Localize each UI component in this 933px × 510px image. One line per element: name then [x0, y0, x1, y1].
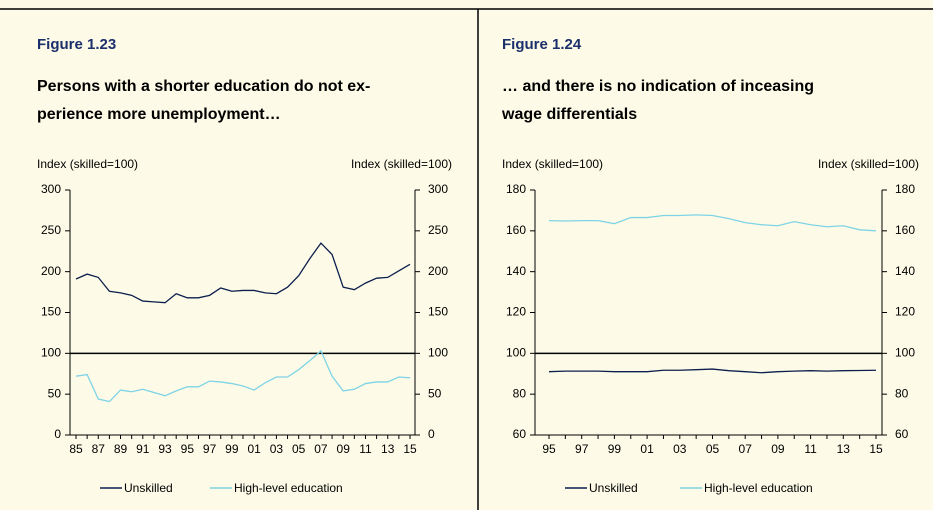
series-line: [548, 368, 877, 374]
x-tick-label: 15: [869, 442, 883, 456]
x-tick-label: 93: [158, 442, 172, 456]
y2-tick-label: 120: [895, 305, 915, 319]
x-tick-label: 91: [136, 442, 150, 456]
y-tick-label: 150: [41, 305, 61, 319]
y-tick-label: 100: [41, 346, 61, 360]
x-tick-label: 99: [225, 442, 239, 456]
figure-label: Figure 1.24: [502, 36, 582, 53]
series-line: [548, 214, 877, 232]
x-tick-label: 13: [837, 442, 851, 456]
y2-tick-label: 140: [895, 264, 915, 278]
x-tick-label: 05: [292, 442, 306, 456]
legend-label: Unskilled: [124, 481, 173, 495]
y2-tick-label: 50: [428, 386, 442, 400]
y-tick-label: 80: [513, 386, 527, 400]
x-tick-label: 89: [114, 442, 128, 456]
y2-tick-label: 0: [428, 427, 435, 441]
y2-tick-label: 60: [895, 427, 909, 441]
x-tick-label: 05: [706, 442, 720, 456]
series-line: [75, 242, 411, 304]
x-tick-label: 97: [203, 442, 217, 456]
y-tick-label: 140: [506, 264, 526, 278]
x-tick-label: 03: [270, 442, 284, 456]
y2-tick-label: 100: [428, 346, 448, 360]
x-tick-label: 01: [640, 442, 654, 456]
x-tick-label: 07: [739, 442, 753, 456]
x-tick-label: 01: [247, 442, 261, 456]
y2-tick-label: 300: [428, 182, 448, 196]
x-tick-label: 95: [181, 442, 195, 456]
series-line: [75, 349, 411, 403]
y-tick-label: 300: [41, 182, 61, 196]
x-tick-label: 95: [542, 442, 556, 456]
y-tick-label: 200: [41, 264, 61, 278]
y-tick-label: 50: [48, 386, 62, 400]
subtitle: wage differentials: [501, 106, 637, 123]
x-tick-label: 87: [92, 442, 106, 456]
y-tick-label: 160: [506, 223, 526, 237]
y-tick-label: 250: [41, 223, 61, 237]
x-tick-label: 07: [314, 442, 328, 456]
subtitle: perience more unemployment…: [37, 106, 281, 123]
y2-tick-label: 180: [895, 182, 915, 196]
y2-tick-label: 200: [428, 264, 448, 278]
x-tick-label: 99: [608, 442, 622, 456]
x-tick-label: 13: [381, 442, 395, 456]
x-tick-label: 97: [575, 442, 589, 456]
y-tick-label: 100: [506, 346, 526, 360]
y-tick-label: 120: [506, 305, 526, 319]
x-tick-label: 03: [673, 442, 687, 456]
y2-tick-label: 150: [428, 305, 448, 319]
y-tick-label: 60: [513, 427, 527, 441]
y2-tick-label: 80: [895, 386, 909, 400]
figure-label: Figure 1.23: [37, 36, 116, 53]
y2-axis-label: Index (skilled=100): [351, 157, 452, 171]
subtitle: Persons with a shorter education do not …: [37, 78, 370, 95]
x-tick-label: 15: [403, 442, 417, 456]
x-tick-label: 09: [337, 442, 351, 456]
x-tick-label: 11: [359, 442, 372, 456]
y-axis-label: Index (skilled=100): [37, 157, 138, 171]
legend-label: Unskilled: [589, 481, 638, 495]
y2-tick-label: 160: [895, 223, 915, 237]
x-tick-label: 09: [771, 442, 785, 456]
y-axis-label: Index (skilled=100): [502, 157, 603, 171]
legend-label: High-level education: [704, 481, 813, 495]
subtitle: … and there is no indication of inceasin…: [502, 78, 814, 95]
y-tick-label: 180: [506, 182, 526, 196]
y2-axis-label: Index (skilled=100): [818, 157, 919, 171]
legend-label: High-level education: [234, 481, 343, 495]
y-tick-label: 0: [54, 427, 61, 441]
x-tick-label: 11: [804, 442, 817, 456]
y2-tick-label: 100: [895, 346, 915, 360]
y2-tick-label: 250: [428, 223, 448, 237]
x-tick-label: 85: [69, 442, 83, 456]
